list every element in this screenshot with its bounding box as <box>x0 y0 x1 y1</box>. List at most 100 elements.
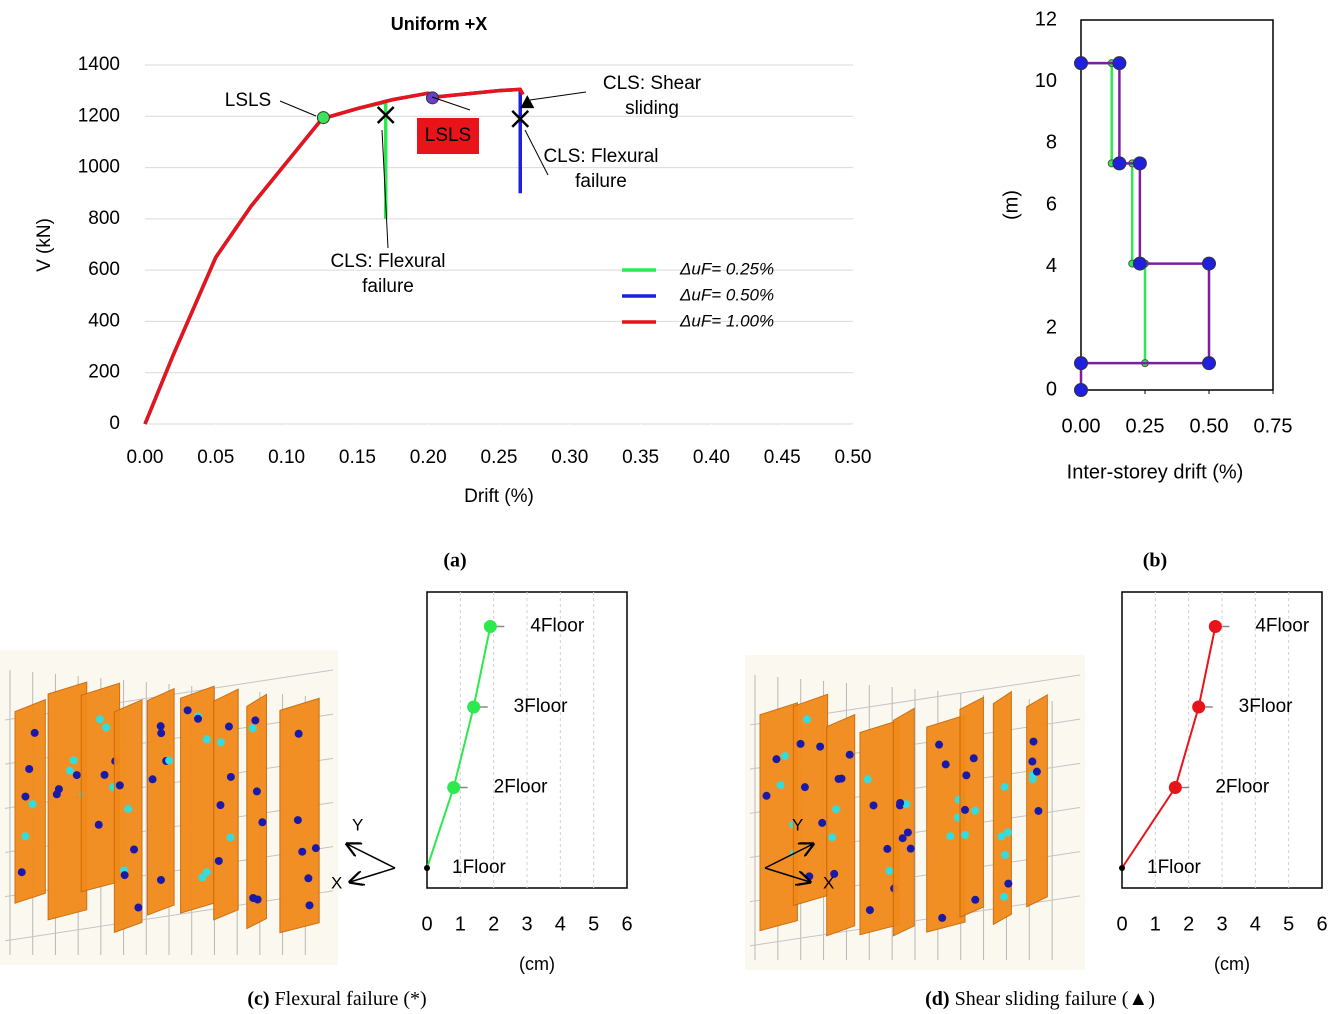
caption: (b) <box>1143 550 1167 572</box>
hinge-dot <box>907 845 915 853</box>
plot-frame <box>1081 20 1273 390</box>
profile-point <box>1192 701 1205 714</box>
hinge-dot <box>864 775 872 783</box>
y-tick-label: 400 <box>88 310 120 331</box>
series-marker <box>1075 357 1088 370</box>
x-tick-label: 4 <box>1250 913 1261 935</box>
annotation-leader <box>530 92 586 100</box>
hinge-dot <box>1034 807 1042 815</box>
y-tick-label: 0 <box>1046 378 1057 400</box>
x-tick-label: 0 <box>1116 913 1127 935</box>
hinge-dot <box>66 767 74 775</box>
y-tick-label: 10 <box>1035 70 1057 92</box>
hinge-dot <box>157 729 165 737</box>
annotation: sliding <box>625 98 679 119</box>
profile-line <box>1122 627 1215 869</box>
hinge-dot <box>961 831 969 839</box>
hinge-dot <box>295 730 303 738</box>
hinge-dot <box>203 868 211 876</box>
annotation: LSLS <box>425 125 471 146</box>
hinge-dot <box>304 874 312 882</box>
annotation: LSLS <box>225 90 271 111</box>
series-marker <box>1203 257 1216 270</box>
hinge-dot <box>73 771 81 779</box>
x-tick-label: 0.10 <box>268 447 305 468</box>
y-tick-label: 800 <box>88 208 120 229</box>
model-image <box>0 650 338 965</box>
hinge-dot <box>21 832 29 840</box>
hinge-dot <box>828 833 836 841</box>
hinge-dot <box>1001 851 1009 859</box>
x-tick-label: 0.50 <box>1190 415 1229 437</box>
event-marker <box>426 92 438 104</box>
hinge-dot <box>130 846 138 854</box>
hinge-dot <box>215 857 223 865</box>
hinge-dot <box>763 792 771 800</box>
hinge-dot <box>1033 768 1041 776</box>
hinge-dot <box>797 740 805 748</box>
hinge-dot <box>1001 783 1009 791</box>
hinge-dot <box>254 896 262 904</box>
caption-label: (c) <box>247 988 269 1010</box>
x-tick-label: 0.00 <box>127 447 164 468</box>
hinge-dot <box>121 871 129 879</box>
hinge-dot <box>157 876 165 884</box>
floor-label: 4Floor <box>1255 616 1310 637</box>
y-tick-label: 1000 <box>78 157 120 178</box>
hinge-dot <box>124 805 132 813</box>
x-tick-label: 0.00 <box>1062 415 1101 437</box>
floor-label: 1Floor <box>452 857 507 878</box>
model-image <box>745 655 1085 970</box>
hinge-dot <box>116 781 124 789</box>
axis-arrow <box>347 844 395 868</box>
annotation: CLS: Flexural <box>543 146 658 167</box>
y-axis-label: V (kN) <box>34 218 55 272</box>
hinge-dot <box>866 906 874 914</box>
x-axis-label: Inter-storey drift (%) <box>1067 461 1244 483</box>
hinge-dot <box>227 773 235 781</box>
hinge-dot <box>101 771 109 779</box>
hinge-dot <box>805 872 813 880</box>
x-tick-label: 0.50 <box>835 447 872 468</box>
x-tick-label: 0.20 <box>410 447 447 468</box>
hinge-dot <box>203 735 211 743</box>
wall-panel <box>993 692 1011 925</box>
x-tick-label: 0.25 <box>481 447 518 468</box>
hinge-dot <box>1004 828 1012 836</box>
hinge-dot <box>165 757 173 765</box>
x-tick-label: 0.75 <box>1254 415 1293 437</box>
axis-marker-label: Y <box>352 815 363 834</box>
x-tick-label: 0.35 <box>622 447 659 468</box>
legend-label: ΔuF= 0.25% <box>679 259 774 278</box>
x-tick-label: 0.15 <box>339 447 376 468</box>
axis-marker-label: X <box>331 873 342 892</box>
hinge-dot <box>961 806 969 814</box>
x-tick-label: 3 <box>1216 913 1227 935</box>
x-tick-label: 5 <box>588 913 599 935</box>
x-tick-label: 0.45 <box>764 447 801 468</box>
hinge-dot <box>298 848 306 856</box>
x-tick-label: 6 <box>1316 913 1327 935</box>
floor-label: 1Floor <box>1147 857 1202 878</box>
caption-text: Shear sliding failure (▲) <box>955 988 1155 1010</box>
series-marker <box>1075 384 1088 397</box>
hinge-dot <box>942 760 950 768</box>
hinge-dot <box>1000 893 1008 901</box>
hinge-dot <box>157 722 165 730</box>
x-tick-label: 4 <box>555 913 566 935</box>
x-tick-label: 0.25 <box>1126 415 1165 437</box>
profile-line <box>427 627 490 869</box>
x-tick-label: 0.40 <box>693 447 730 468</box>
caption: (c) Flexural failure (*) <box>247 988 426 1010</box>
hinge-dot <box>1028 758 1036 766</box>
y-tick-label: 1400 <box>78 54 120 75</box>
series-marker <box>1133 157 1146 170</box>
hinge-dot <box>832 805 840 813</box>
hinge-dot <box>1004 880 1012 888</box>
hinge-dot <box>971 896 979 904</box>
annotation-leader <box>280 101 316 116</box>
hinge-dot <box>18 868 26 876</box>
caption: (a) <box>443 550 466 572</box>
profile-point <box>1169 781 1182 794</box>
hinge-dot <box>962 771 970 779</box>
